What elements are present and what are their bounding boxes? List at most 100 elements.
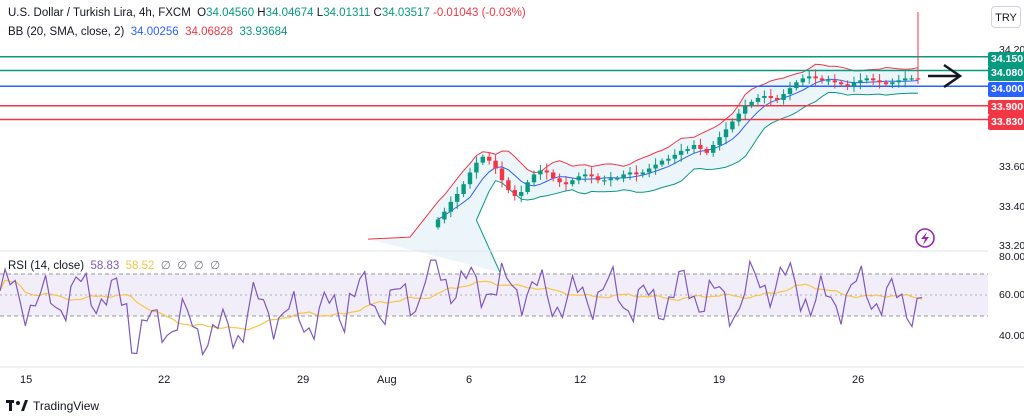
chart-header: U.S. Dollar / Turkish Lira, 4h, FXCM O 34…: [8, 7, 526, 19]
candle-body: [531, 174, 537, 183]
candle-body: [627, 172, 633, 175]
candle-body: [743, 105, 748, 114]
rsi-extra-2: ∅: [177, 260, 188, 272]
candle-body: [563, 182, 569, 185]
candle-body: [851, 82, 857, 87]
candle-body: [864, 78, 869, 81]
low-value: 34.01311: [323, 7, 371, 19]
x-tick-15: 15: [20, 374, 33, 386]
rsi-legend: RSI (14, close) 58.83 58.52 ∅ ∅ ∅ ∅: [8, 258, 220, 272]
candle-body: [570, 180, 575, 185]
candle-body: [685, 148, 690, 151]
candle-body: [493, 160, 498, 169]
bollinger-bands: [367, 63, 919, 273]
rsi-ma-value: 58.52: [125, 260, 155, 272]
candle-body: [499, 168, 505, 181]
candle-body: [890, 82, 895, 85]
arrow-icon: [928, 63, 963, 89]
footer-brand[interactable]: TradingView: [6, 399, 99, 413]
price-tick-2: 33.600: [999, 161, 1024, 173]
symbol-title: U.S. Dollar / Turkish Lira, 4h, FXCM: [8, 7, 191, 19]
candle-body: [781, 94, 786, 100]
candle-body: [461, 184, 466, 194]
candle-body: [794, 82, 799, 89]
candle-body: [800, 78, 805, 83]
candle-body: [711, 145, 716, 153]
candle-body: [826, 80, 831, 82]
rsi-ma-line: [0, 279, 923, 331]
candle-body: [787, 88, 793, 95]
candle-body: [455, 194, 460, 202]
candle-body: [525, 182, 530, 193]
rsi-tick-40: 40.00: [999, 330, 1024, 342]
bb-upper-value: 34.06828: [185, 26, 234, 38]
candle-body: [583, 174, 588, 177]
price-tick-3: 33.400: [999, 201, 1024, 213]
price-label-5: 33.830: [988, 115, 1024, 130]
candle-body: [602, 180, 607, 182]
bb-legend: BB (20, SMA, close, 2) 34.00256 34.06828…: [8, 26, 287, 38]
candle-body: [871, 78, 876, 81]
candle-body: [659, 160, 665, 165]
x-tick-22: 22: [158, 374, 171, 386]
x-tick-26: 26: [852, 374, 865, 386]
candle-body: [589, 174, 594, 177]
candle-body: [896, 80, 901, 83]
currency-button[interactable]: TRY: [991, 6, 1021, 28]
candle-body: [768, 96, 773, 98]
x-tick-19: 19: [713, 374, 726, 386]
candle-body: [839, 82, 844, 85]
candle-body: [538, 170, 543, 175]
candle-body: [608, 178, 613, 181]
candle-body: [595, 176, 601, 181]
x-tick-12: 12: [574, 374, 587, 386]
candle-body: [717, 137, 722, 145]
candle-body: [448, 201, 453, 212]
close-value: 34.03517: [381, 7, 430, 19]
candle-body: [691, 145, 697, 149]
candle-body: [544, 170, 549, 173]
candle-body: [704, 148, 709, 153]
rsi-extra-4: ∅: [210, 260, 221, 272]
candle-body: [698, 145, 703, 149]
candle-body: [858, 80, 863, 83]
candle-body: [915, 78, 921, 80]
x-tick-6: 6: [466, 374, 473, 386]
bb-label: BB (20, SMA, close, 2): [8, 26, 125, 38]
rsi-extra-1: ∅: [160, 260, 171, 272]
candle-body: [557, 178, 562, 183]
candle-body: [442, 211, 447, 220]
candle-body: [519, 192, 524, 196]
open-label: O: [197, 7, 207, 19]
price-tick-4: 33.200: [999, 240, 1024, 252]
high-value: 34.04674: [265, 7, 314, 19]
candle-body: [883, 82, 889, 85]
lightning-icon[interactable]: [915, 228, 935, 248]
rsi-pane: [0, 259, 923, 357]
price-label-4: 33.900: [988, 100, 1024, 115]
low-label: L: [316, 7, 324, 19]
candle-body: [749, 101, 754, 106]
candle-body: [551, 172, 556, 179]
candle-body: [506, 180, 511, 191]
candle-body: [736, 113, 741, 122]
candle-body: [634, 172, 639, 175]
rsi-extra-3: ∅: [193, 260, 204, 272]
price-label-2: 34.080: [988, 66, 1024, 81]
candle-body: [807, 76, 812, 79]
candle-body: [647, 168, 652, 173]
candle-body: [621, 174, 626, 179]
candle-body: [775, 97, 780, 100]
candle-body: [480, 156, 485, 163]
high-label: H: [257, 7, 266, 19]
tradingview-logo-icon: [6, 400, 28, 411]
candle-body: [845, 84, 850, 87]
bb-lower-value: 33.93684: [239, 26, 288, 38]
rsi-label: RSI (14, close): [8, 260, 85, 272]
brand-name: TradingView: [33, 399, 100, 413]
x-tick-aug: Aug: [377, 374, 397, 386]
candle-body: [666, 158, 671, 161]
band-lower: [475, 91, 919, 273]
close-label: C: [373, 7, 382, 19]
